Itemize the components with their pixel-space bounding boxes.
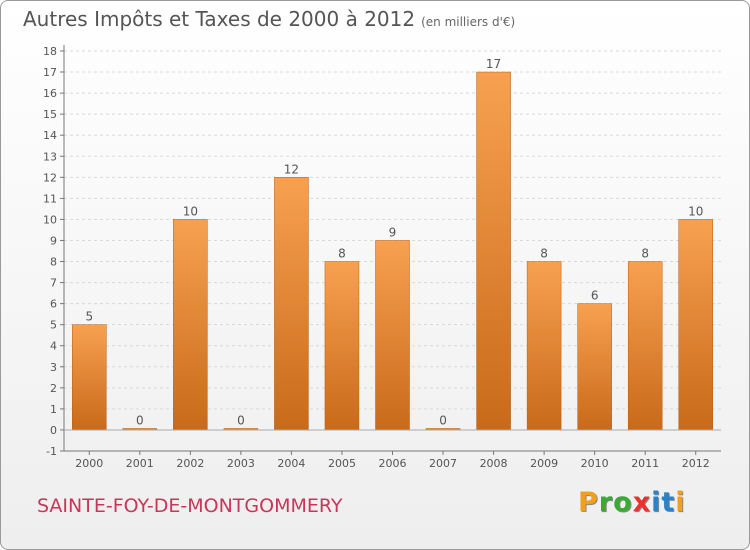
y-tick-label: 17 — [43, 66, 57, 79]
data-label: 0 — [439, 413, 447, 427]
y-tick-label: 2 — [50, 382, 57, 395]
y-tick-label: 4 — [50, 340, 57, 353]
chart-subtitle: (en milliers d'€) — [421, 15, 516, 29]
x-tick-label: 2003 — [227, 457, 255, 470]
data-label: 0 — [136, 413, 144, 427]
y-tick-label: 11 — [43, 192, 57, 205]
data-label: 10 — [183, 204, 198, 218]
x-tick-label: 2001 — [126, 457, 154, 470]
y-tick-label: 1 — [50, 403, 57, 416]
logo-letter: P — [578, 487, 599, 518]
x-tick-label: 2010 — [581, 457, 609, 470]
data-label: 8 — [641, 247, 649, 261]
bar — [577, 303, 612, 431]
y-tick-label: 3 — [50, 361, 57, 374]
x-tick-label: 2006 — [379, 457, 407, 470]
bar — [72, 324, 107, 431]
y-tick-label: 6 — [50, 298, 57, 311]
bar — [274, 177, 309, 431]
data-label: 9 — [389, 225, 397, 239]
x-tick-label: 2012 — [682, 457, 710, 470]
bar — [173, 219, 208, 431]
x-tick-label: 2008 — [480, 457, 508, 470]
bar — [324, 261, 360, 431]
bar — [678, 219, 713, 431]
proxiti-logo: Proxiti — [578, 487, 686, 518]
y-tick-label: 8 — [50, 256, 57, 269]
y-tick-label: 7 — [50, 277, 57, 290]
logo-letter: i — [675, 487, 686, 518]
bar — [627, 261, 663, 431]
x-tick-label: 2007 — [429, 457, 457, 470]
y-tick-label: 0 — [50, 424, 57, 437]
data-label: 17 — [486, 57, 501, 71]
y-tick-label: 10 — [43, 213, 57, 226]
commune-name: SAINTE-FOY-DE-MONTGOMMERY — [37, 495, 343, 517]
y-tick-label: 9 — [50, 234, 57, 247]
x-tick-label: 2009 — [530, 457, 558, 470]
y-tick-label: 18 — [43, 45, 57, 58]
logo-letter: r — [598, 487, 614, 518]
data-label: 12 — [284, 162, 299, 176]
bar — [375, 240, 410, 431]
y-tick-label: 5 — [50, 319, 57, 332]
x-tick-label: 2000 — [75, 457, 103, 470]
y-tick-label: 15 — [43, 108, 57, 121]
data-label: 10 — [688, 204, 703, 218]
x-tick-label: 2011 — [631, 457, 659, 470]
data-label: 8 — [338, 247, 346, 261]
logo-letter: o — [613, 487, 633, 518]
x-tick-label: 2004 — [277, 457, 305, 470]
y-tick-label: 16 — [43, 87, 57, 100]
y-tick-label: 14 — [43, 129, 57, 142]
y-tick-label: 12 — [43, 171, 57, 184]
logo-letter: i — [651, 487, 662, 518]
bars — [72, 71, 713, 431]
logo-letter: t — [661, 487, 676, 518]
logo-letter: x — [632, 487, 652, 518]
y-tick-label: -1 — [46, 445, 57, 458]
bar — [476, 71, 511, 431]
chart-title-text: Autres Impôts et Taxes de 2000 à 2012 — [23, 7, 416, 31]
x-tick-label: 2005 — [328, 457, 356, 470]
bar — [526, 261, 562, 431]
x-tick-label: 2002 — [176, 457, 204, 470]
data-label: 0 — [237, 413, 245, 427]
chart-title: Autres Impôts et Taxes de 2000 à 2012 (en… — [23, 7, 515, 31]
y-tick-label: 13 — [43, 150, 57, 163]
data-label: 6 — [591, 289, 599, 303]
data-labels: 5 0 10 0 12 8 9 0 17 8 6 8 10 — [85, 57, 703, 427]
data-label: 8 — [540, 247, 548, 261]
data-label: 5 — [85, 310, 93, 324]
